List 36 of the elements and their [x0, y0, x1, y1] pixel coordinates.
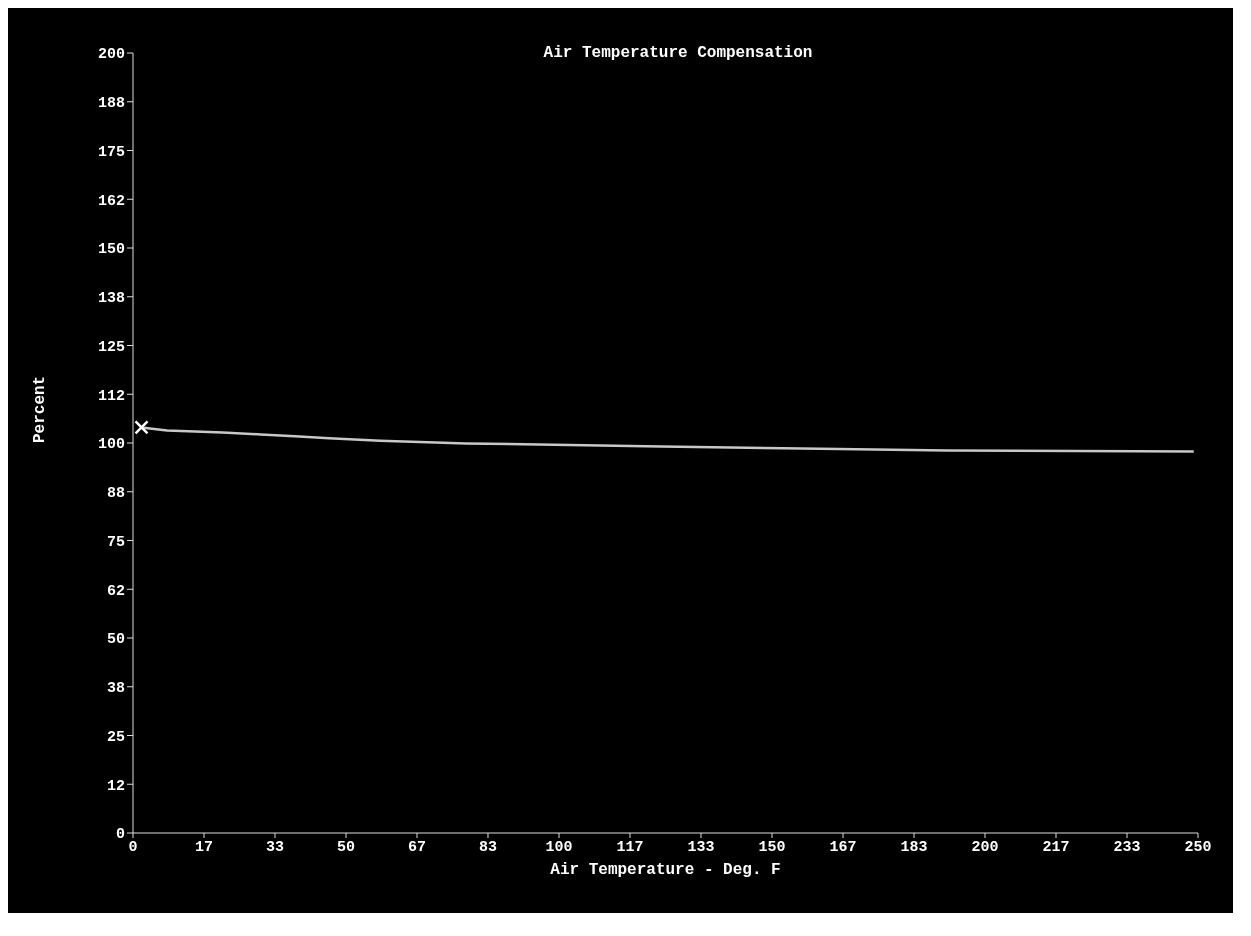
y-tick-label: 125	[97, 338, 125, 356]
x-tick-label: 167	[829, 838, 857, 856]
y-tick-label: 62	[106, 582, 125, 600]
x-tick-label: 67	[407, 838, 427, 856]
y-tick-label: 175	[97, 143, 125, 161]
y-tick-label: 112	[97, 387, 125, 405]
y-tick-label: 75	[106, 533, 125, 551]
y-tick-label: 25	[106, 728, 125, 746]
chart-title: Air Temperature Compensation	[543, 44, 813, 62]
x-tick-label: 100	[545, 838, 573, 856]
y-tick-label: 88	[106, 485, 125, 503]
x-tick-label: 50	[336, 838, 356, 856]
y-tick-label: 200	[97, 46, 125, 64]
x-tick-label: 83	[478, 838, 498, 856]
y-tick-label: 12	[106, 777, 125, 795]
x-tick-label: 217	[1042, 838, 1070, 856]
y-tick-label: 162	[97, 192, 125, 210]
x-tick-label: 17	[194, 838, 214, 856]
x-tick-label: 200	[971, 838, 999, 856]
x-tick-label: 183	[900, 838, 928, 856]
x-tick-label: 233	[1113, 838, 1141, 856]
x-tick-label: 150	[758, 838, 786, 856]
x-tick-label: 133	[687, 838, 715, 856]
y-tick-label: 0	[115, 826, 125, 844]
y-tick-label: 38	[106, 680, 125, 698]
y-tick-label: 138	[97, 290, 125, 308]
y-tick-label: 50	[106, 631, 125, 649]
y-axis-title: Percent	[30, 375, 49, 443]
y-tick-label: 100	[97, 436, 125, 454]
x-tick-label: 0	[128, 838, 138, 856]
x-axis-title: Air Temperature - Deg. F	[550, 861, 781, 880]
y-tick-label: 188	[97, 95, 125, 113]
y-tick-label: 150	[97, 241, 125, 259]
x-tick-label: 250	[1184, 838, 1212, 856]
x-tick-label: 33	[265, 838, 285, 856]
x-tick-label: 117	[616, 838, 644, 856]
